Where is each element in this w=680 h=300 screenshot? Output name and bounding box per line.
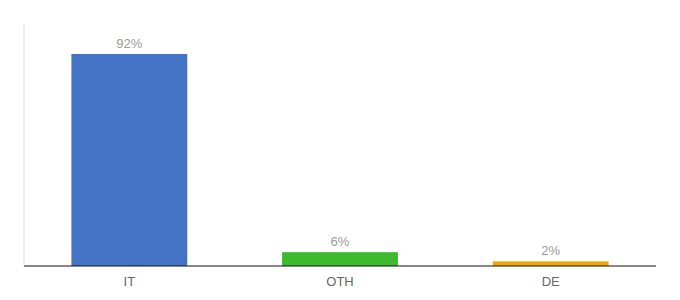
x-tick-label: OTH: [326, 274, 353, 289]
data-label: 6%: [331, 234, 350, 249]
bar: [71, 54, 187, 266]
bars: [71, 54, 608, 266]
chart-svg: IT OTH DE 92% 6% 2%: [0, 0, 680, 300]
bar: [493, 261, 609, 266]
x-tick-label: DE: [542, 274, 560, 289]
chart-container: IT OTH DE 92% 6% 2%: [0, 0, 680, 300]
x-tick-label: IT: [124, 274, 136, 289]
data-label: 2%: [541, 243, 560, 258]
x-axis-line: [24, 265, 656, 266]
bar: [282, 252, 398, 266]
y-axis-line: [24, 24, 25, 266]
data-label: 92%: [116, 36, 142, 51]
